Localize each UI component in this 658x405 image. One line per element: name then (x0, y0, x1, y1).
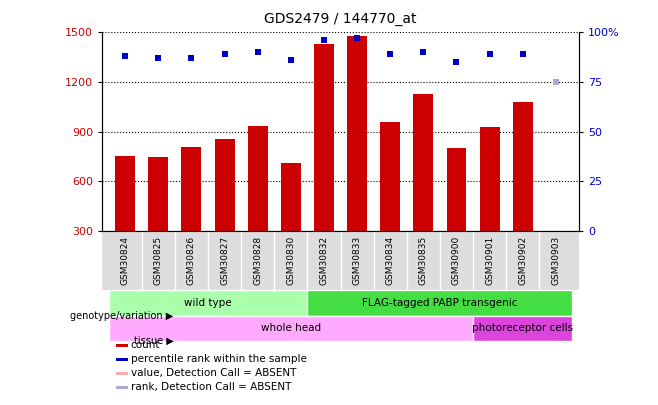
Bar (281, 163, 301, 231)
Bar (248, 126, 268, 231)
Text: GSM30835: GSM30835 (419, 236, 428, 285)
Text: GSM30834: GSM30834 (386, 236, 395, 285)
Text: percentile rank within the sample: percentile rank within the sample (131, 354, 307, 364)
Text: photoreceptor cells: photoreceptor cells (472, 323, 573, 333)
Text: GSM30828: GSM30828 (253, 236, 262, 285)
Text: genotype/variation ▶: genotype/variation ▶ (70, 311, 174, 320)
Bar (116, 358, 128, 361)
Text: GSM30826: GSM30826 (187, 236, 196, 285)
Text: rank, Detection Call = ABSENT: rank, Detection Call = ABSENT (131, 382, 291, 392)
Bar (182, 147, 201, 231)
Text: GSM30900: GSM30900 (452, 236, 461, 285)
Text: GSM30833: GSM30833 (353, 236, 362, 285)
Text: GSM30901: GSM30901 (485, 236, 494, 285)
Text: FLAG-tagged PABP transgenic: FLAG-tagged PABP transgenic (362, 298, 518, 308)
Bar (473, 315, 572, 341)
Bar (314, 44, 334, 231)
Text: GSM30825: GSM30825 (154, 236, 163, 285)
Text: GSM30903: GSM30903 (551, 236, 561, 285)
Bar (148, 157, 168, 231)
Text: wild type: wild type (184, 298, 232, 308)
Text: GSM30902: GSM30902 (519, 236, 527, 285)
Bar (109, 290, 307, 315)
Bar (546, 231, 566, 266)
Bar (380, 122, 400, 231)
Bar (116, 386, 128, 389)
Bar (347, 36, 367, 231)
Bar (413, 94, 433, 231)
Bar (480, 127, 499, 231)
Bar (215, 139, 234, 231)
Bar (109, 315, 473, 341)
Bar (307, 290, 572, 315)
Text: GSM30827: GSM30827 (220, 236, 229, 285)
Bar (116, 372, 128, 375)
Bar (513, 102, 533, 231)
Text: count: count (131, 340, 161, 350)
Bar (447, 148, 467, 231)
Text: whole head: whole head (261, 323, 321, 333)
Text: GSM30830: GSM30830 (286, 236, 295, 285)
Bar (116, 343, 128, 347)
Text: GDS2479 / 144770_at: GDS2479 / 144770_at (265, 12, 417, 26)
Text: GSM30824: GSM30824 (120, 236, 130, 285)
Bar (115, 156, 135, 231)
Text: value, Detection Call = ABSENT: value, Detection Call = ABSENT (131, 368, 296, 378)
Text: GSM30832: GSM30832 (319, 236, 328, 285)
Text: tissue ▶: tissue ▶ (134, 336, 174, 346)
